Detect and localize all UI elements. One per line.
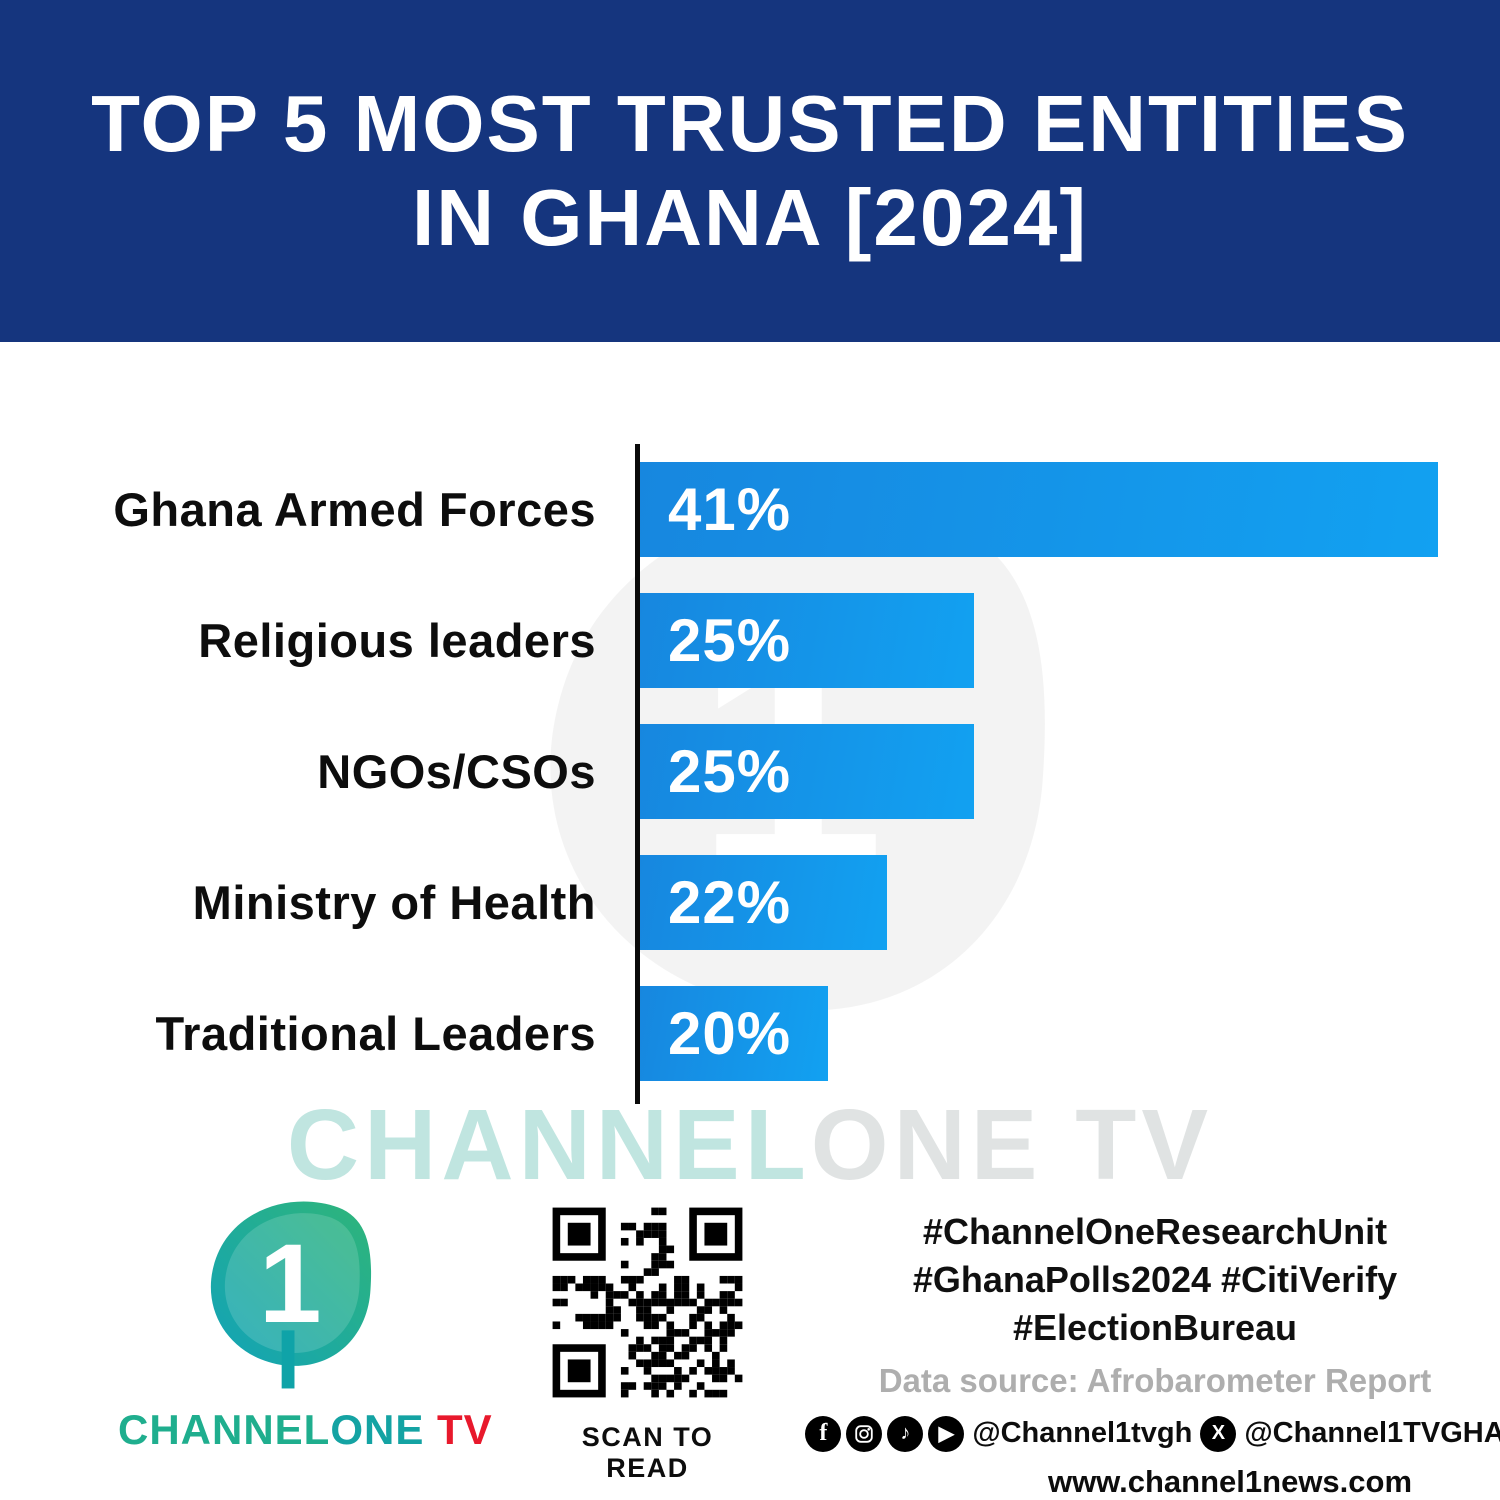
brand-one: ONE (330, 1406, 425, 1453)
chart-row: Traditional Leaders 20% (0, 986, 1438, 1081)
bar-value-label: 20% (668, 1000, 792, 1067)
social-handle-primary: @Channel1tvgh (972, 1417, 1193, 1450)
brand-channel: CHANNEL (118, 1406, 331, 1453)
chart-row: Ministry of Health 22% (0, 855, 1438, 950)
channel-one-logo-icon: 1 (210, 1201, 371, 1389)
bar-category-label: Religious leaders (198, 614, 596, 667)
bar-category-label: Ministry of Health (192, 876, 596, 929)
x-twitter-icon: X (1200, 1415, 1237, 1452)
bar-track: 41% (640, 462, 1438, 557)
footer-right-column: #ChannelOneResearchUnit #GhanaPolls2024 … (805, 1208, 1500, 1500)
chart-row: Ghana Armed Forces 41% (0, 462, 1438, 557)
chart-row: Religious leaders 25% (0, 593, 1438, 688)
hashtags-block: #ChannelOneResearchUnit #GhanaPolls2024 … (860, 1208, 1450, 1352)
data-source-note: Data source: Afrobarometer Report (878, 1361, 1432, 1399)
instagram-icon (846, 1415, 883, 1452)
bar-category-label: Traditional Leaders (155, 1007, 596, 1060)
qr-block: SCAN TO READ (540, 1200, 755, 1484)
facebook-icon: f (805, 1415, 842, 1452)
hashtag-line-1: #ChannelOneResearchUnit (922, 1211, 1388, 1252)
social-icon-cluster: f ♪ ▶ (805, 1415, 965, 1452)
bar-value-label: 25% (668, 738, 792, 805)
bar-ghana-armed-forces: 41% (640, 462, 1438, 557)
bar-value-label: 22% (668, 869, 792, 936)
bar-track: 25% (640, 724, 1438, 819)
bar-track: 22% (640, 855, 1438, 950)
qr-code (545, 1200, 750, 1405)
qr-caption: SCAN TO READ (581, 1422, 714, 1483)
page-title-line-2: IN GHANA [2024] (411, 173, 1089, 262)
brand-tv: TV (424, 1406, 493, 1453)
hashtag-line-3: #ElectionBureau (1012, 1306, 1298, 1348)
social-handle-x: @Channel1TVGHA (1244, 1417, 1500, 1450)
page-title-line-1: TOP 5 MOST TRUSTED ENTITIES (91, 78, 1409, 168)
bar-category-label: NGOs/CSOs (317, 745, 596, 798)
svg-text:1: 1 (258, 1220, 321, 1346)
hashtag-line-2: #GhanaPolls2024 #CitiVerify (912, 1258, 1398, 1300)
bar-category-label: Ghana Armed Forces (113, 483, 596, 536)
channel-one-logo-block: 1 CHANNELONE TV (118, 1192, 492, 1454)
bar-track: 20% (640, 986, 1438, 1081)
chart-row: NGOs/CSOs 25% (0, 724, 1438, 819)
header-banner: TOP 5 MOST TRUSTED ENTITIES IN GHANA [20… (0, 0, 1500, 342)
social-row: f ♪ ▶ @Channel1tvgh X @Channel1TVGHA (805, 1415, 1500, 1452)
y-axis-line (635, 444, 640, 1104)
channel-one-wordmark: CHANNELONE TV (118, 1406, 492, 1454)
bar-ministry-of-health: 22% (640, 855, 887, 950)
website-url: www.channel1news.com (1047, 1463, 1413, 1499)
bar-traditional-leaders: 20% (640, 986, 829, 1081)
tiktok-icon: ♪ (887, 1415, 924, 1452)
bar-track: 25% (640, 593, 1438, 688)
bar-value-label: 41% (668, 476, 792, 543)
bar-religious-leaders: 25% (640, 593, 974, 688)
bar-chart: Ghana Armed Forces 41% Religious leaders… (0, 444, 1438, 1117)
bar-value-label: 25% (668, 607, 792, 674)
youtube-icon: ▶ (928, 1415, 965, 1452)
bar-ngos-csos: 25% (640, 724, 974, 819)
